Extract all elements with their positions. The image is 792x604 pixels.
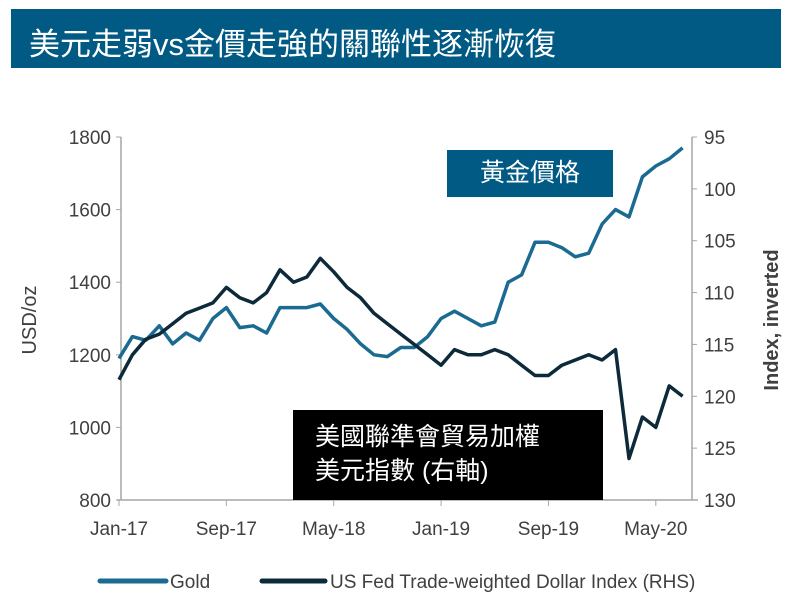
legend-gold-label: Gold (170, 572, 210, 593)
y2-tick-label: 125 (704, 439, 736, 460)
dollar-index-series-line (117, 256, 684, 461)
x-tick-label: May-18 (302, 519, 365, 540)
gold-annotation: 黃金價格 (447, 150, 613, 197)
y2-tick-label: 110 (704, 284, 734, 305)
x-tick-label: Sep-17 (196, 519, 257, 540)
x-tick-label: Jan-17 (90, 519, 148, 540)
y2-tick-label: 120 (704, 387, 736, 408)
y-tick-label: 800 (79, 491, 111, 512)
x-tick-label: May-20 (624, 519, 687, 540)
y2-tick-label: 100 (704, 180, 736, 201)
chart-title: 美元走弱vs金價走強的關聯性逐漸恢復 (29, 27, 556, 62)
x-tick-label: Jan-19 (412, 519, 470, 540)
gold-annotation-text: 黃金價格 (479, 159, 580, 187)
y2-tick-label: 130 (704, 491, 736, 512)
gold-series-line (117, 146, 684, 360)
dollar-annotation: 美國聯準會貿易加權 美元指數 (右軸) (293, 410, 603, 500)
y2-tick-label: 115 (704, 335, 734, 356)
legend-dollar-label: US Fed Trade-weighted Dollar Index (RHS) (330, 572, 695, 593)
y2-tick-label: 105 (704, 232, 736, 253)
y2-tick-label: 95 (704, 128, 725, 149)
title-bar: 美元走弱vs金價走強的關聯性逐漸恢復 (11, 9, 781, 68)
y-axis-label: USD/oz (19, 286, 41, 355)
y-tick-label: 1600 (69, 201, 111, 222)
y-tick-label: 1400 (69, 273, 111, 294)
x-tick-label: Sep-19 (518, 519, 579, 540)
y-tick-label: 1000 (69, 418, 111, 439)
y2-axis-label: Index, inverted (761, 249, 783, 390)
dollar-annotation-line2: 美元指數 (右軸) (315, 457, 489, 485)
dollar-annotation-line1: 美國聯準會貿易加權 (315, 423, 541, 451)
y-tick-label: 1200 (69, 346, 111, 367)
y-tick-label: 1800 (69, 128, 111, 149)
